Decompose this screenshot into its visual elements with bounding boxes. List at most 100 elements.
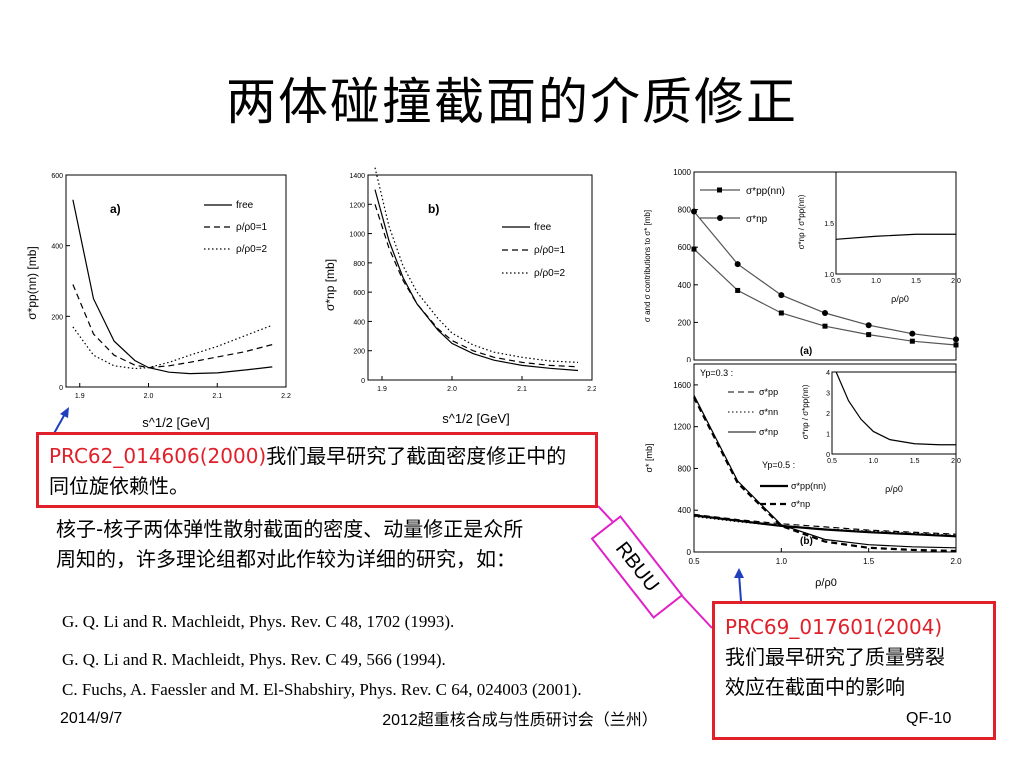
legend-label-2: ρ/ρ0=2 xyxy=(534,268,566,279)
annotation-box-left: PRC62_014606(2000)我们最早研究了截面密度修正中的同位旋依赖性。 xyxy=(36,432,598,508)
y-tick-label: 1000 xyxy=(349,232,365,239)
plot-c: 0 200 400 600 800 1000 (a) σ*pp(nn) σ*np σ and σ … xyxy=(636,162,962,365)
box-right-ref: PRC69_017601(2004) xyxy=(725,615,943,639)
legend-label-0: σ*pp(nn) xyxy=(746,186,785,197)
y-axis-label: σ* [mb] xyxy=(644,443,654,472)
y-axis-label: σ*np [mb] xyxy=(323,259,337,311)
series-line-0 xyxy=(374,189,579,372)
x-tick-label: 2.0 xyxy=(447,386,457,393)
box-left-ref: PRC62_014606(2000) xyxy=(49,444,267,468)
x-tick-label: 2.0 xyxy=(144,393,154,400)
legend-label-0: free xyxy=(236,200,254,211)
y-tick-label: 1400 xyxy=(349,173,365,180)
x-axis-label: ρ/ρ0 xyxy=(815,577,837,589)
data-point-circle xyxy=(953,336,959,343)
y-tick-label: 600 xyxy=(51,173,63,180)
series-line-4 xyxy=(693,396,957,553)
box-left-text: 我们最早研究了截面密度修正中的同位旋依赖性。 xyxy=(49,444,567,498)
y-tick-label: 200 xyxy=(51,314,63,321)
reference-2: G. Q. Li and R. Machleidt, Phys. Rev. C … xyxy=(62,650,446,669)
y-tick-label: 1600 xyxy=(673,381,691,390)
plot-frame xyxy=(693,363,957,553)
x-tick-label: 0.5 xyxy=(688,557,700,566)
legend-group-2: Yp=0.5 : xyxy=(762,460,795,470)
x-tick-label: 2.1 xyxy=(517,386,527,393)
y-tick-label: 800 xyxy=(678,464,692,473)
inset-y-axis-label: σ*np / σ*pp(nn) xyxy=(801,384,810,439)
panel-label: (a) xyxy=(800,346,812,357)
annotation-box-right: PRC69_017601(2004) 我们最早研究了质量劈裂效应在截面中的影响 xyxy=(712,601,996,740)
y-tick-label: 1000 xyxy=(673,168,691,177)
series-line-3 xyxy=(693,514,957,538)
y-axis-label: σ and σ contributions to σ* [mb] xyxy=(643,210,652,322)
x-tick-label: 1.9 xyxy=(75,393,85,400)
data-point-square xyxy=(778,310,784,316)
inset-y-tick-label: 0 xyxy=(826,452,830,459)
legend-group-1: Yp=0.3 : xyxy=(700,368,733,378)
y-tick-label: 800 xyxy=(353,261,365,268)
y-tick-label: 1200 xyxy=(673,423,691,432)
series-line-2 xyxy=(374,167,579,363)
legend-label-3: σ*pp(nn) xyxy=(791,481,826,491)
plot-b-svg: 0 200 400 600 800 1000 1200 1400 1.9 2.0 2.1 2.2 b) f… xyxy=(323,167,597,426)
legend-label-0: free xyxy=(534,222,552,233)
inset-x-tick-label: 0.5 xyxy=(831,278,841,285)
y-axis-label: σ*pp(nn) [mb] xyxy=(25,246,39,319)
inset-x-tick-label: 2.0 xyxy=(951,458,961,465)
x-tick-label: 1.0 xyxy=(776,557,788,566)
footer-conference: 2012超重核合成与性质研讨会（兰州） xyxy=(382,712,658,729)
x-tick-label: 2.2 xyxy=(281,393,291,400)
legend-label-4: σ*np xyxy=(791,499,810,509)
inset-y-tick-label: 4 xyxy=(826,370,830,377)
data-point-circle xyxy=(691,208,697,215)
legend-label-1: σ*np xyxy=(746,214,768,225)
panel-label: (b) xyxy=(800,536,813,547)
y-tick-label: 600 xyxy=(353,290,365,297)
inset-x-tick-label: 0.5 xyxy=(827,458,837,465)
y-tick-label: 0 xyxy=(361,378,365,385)
inset-x-tick-label: 1.0 xyxy=(871,278,881,285)
inset-y-tick-label: 2 xyxy=(826,411,830,418)
series-line-1 xyxy=(374,204,579,368)
reference-1: G. Q. Li and R. Machleidt, Phys. Rev. C … xyxy=(62,612,455,631)
y-tick-label: 400 xyxy=(353,319,365,326)
x-axis-label: s^1/2 [GeV] xyxy=(142,415,210,430)
footer-code: QF-10 xyxy=(906,710,952,727)
arrow-right-head xyxy=(734,568,744,578)
y-tick-label: 0 xyxy=(687,356,692,362)
data-point-square xyxy=(691,246,697,252)
inset-series-line xyxy=(835,233,956,240)
y-tick-label: 400 xyxy=(51,244,63,251)
data-point-square xyxy=(735,287,741,293)
legend-label-0: σ*pp xyxy=(759,387,778,397)
data-point-circle xyxy=(734,261,741,268)
data-point-square xyxy=(822,323,828,329)
y-tick-label: 400 xyxy=(678,506,692,515)
plot-a-svg: 0 200 400 600 1.9 2.0 2.1 2.2 a) free ρ/ρ0=1 ρ/ρ0=2… xyxy=(25,173,291,430)
inset-y-tick-label: 3 xyxy=(826,391,830,398)
y-tick-label: 400 xyxy=(678,281,692,290)
legend-label-2: σ*np xyxy=(759,427,778,437)
data-point-circle xyxy=(909,330,916,337)
description-text: 核子-核子两体弹性散射截面的密度、动量修正是众所周知的，许多理论组都对此作较为详… xyxy=(56,517,524,571)
x-tick-label: 1.9 xyxy=(377,386,387,393)
x-tick-label: 2.1 xyxy=(212,393,222,400)
box-right-text: 我们最早研究了质量劈裂效应在截面中的影响 xyxy=(725,645,945,699)
inset-y-tick-label: 1.0 xyxy=(824,272,834,279)
legend-marker-square xyxy=(717,187,722,193)
plot-d: 0 400 800 1200 1600 0.5 1.0 1.5 2.0 (b) Yp=0.3 : Yp… xyxy=(636,362,962,592)
plot-b: 0 200 400 600 800 1000 1200 1400 1.9 2.0 2.1 2.2 b) f… xyxy=(316,165,597,440)
y-tick-label: 200 xyxy=(353,349,365,356)
y-tick-label: 0 xyxy=(687,548,692,557)
y-tick-label: 1200 xyxy=(349,202,365,209)
x-tick-label: 2.2 xyxy=(587,386,596,393)
data-point-square xyxy=(909,338,915,344)
footer-date: 2014/9/7 xyxy=(60,710,123,727)
x-tick-label: 2.0 xyxy=(950,557,962,566)
inset-x-tick-label: 1.5 xyxy=(911,278,921,285)
inset-x-tick-label: 1.5 xyxy=(910,458,920,465)
plot-frame xyxy=(65,174,287,388)
x-tick-label: 1.5 xyxy=(863,557,875,566)
y-tick-label: 600 xyxy=(678,243,692,252)
data-point-circle xyxy=(778,292,785,299)
